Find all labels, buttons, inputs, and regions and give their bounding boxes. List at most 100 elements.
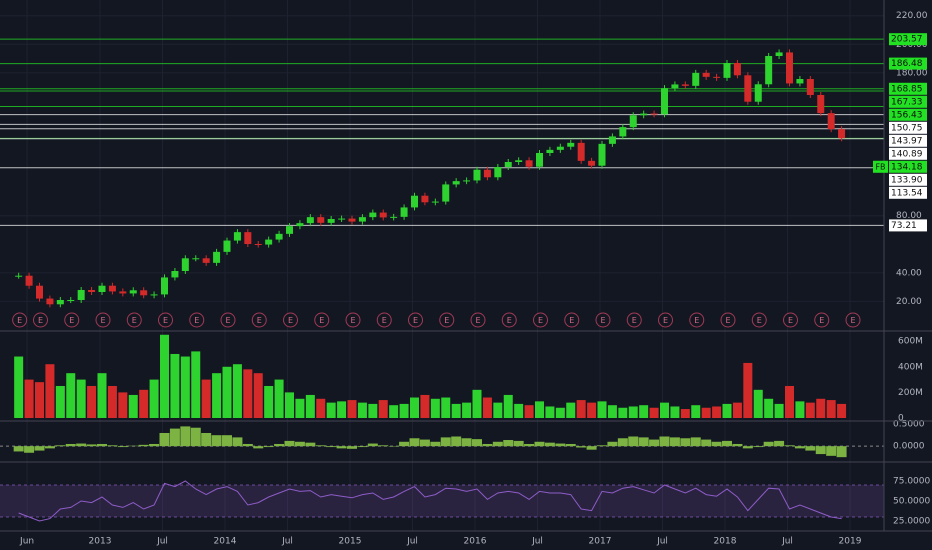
macd-bar (315, 445, 326, 447)
y-tick-label: 80.00 (896, 211, 922, 221)
macd-bar (690, 437, 701, 447)
level-label: 156.43 (891, 110, 923, 120)
macd-bar (357, 446, 368, 448)
level-label-bg (889, 108, 927, 121)
candle (286, 226, 293, 234)
macd-bar (534, 441, 545, 447)
macd-bar (451, 436, 462, 447)
candle (442, 184, 450, 202)
x-tick-label: Jul (531, 537, 543, 547)
candle (629, 115, 637, 128)
macd-bar (399, 441, 410, 447)
volume-bar (670, 406, 680, 418)
volume-bar (368, 403, 378, 418)
volume-bar (764, 398, 774, 418)
candle (608, 136, 616, 144)
macd-bar (294, 441, 305, 447)
candle (723, 63, 731, 78)
x-tick-label: Jul (281, 537, 293, 547)
macd-bar (201, 432, 212, 447)
macd-bar (419, 439, 430, 447)
earnings-label: E (17, 316, 22, 325)
earnings-marker (408, 312, 423, 328)
candle (98, 285, 106, 292)
earnings-marker (220, 312, 236, 328)
volume-bar (441, 397, 451, 418)
volume-bar (253, 373, 263, 418)
macd-bar (305, 442, 316, 447)
macd-bar (742, 446, 753, 449)
candle (161, 277, 168, 295)
candle (192, 258, 200, 260)
volume-bar (514, 403, 524, 418)
rsi-tick-label: 75.0000 (893, 477, 930, 487)
level-label-bg (889, 147, 927, 160)
candle (233, 232, 241, 241)
candle (88, 290, 96, 292)
macd-bar (34, 446, 45, 451)
candle (452, 181, 460, 185)
candle (671, 84, 679, 89)
volume-bar (743, 362, 753, 418)
x-tick-label: 2015 (339, 537, 362, 547)
volume-bar (316, 398, 326, 418)
candle (338, 218, 346, 220)
level-label: 73.21 (891, 221, 917, 231)
macd-bar (13, 446, 24, 452)
macd-tick-label: 0.5000 (893, 420, 925, 430)
x-tick-label: Jun (19, 537, 34, 547)
volume-bar (149, 379, 159, 418)
volume-bar (535, 401, 544, 418)
macd-bar (784, 445, 795, 447)
candle (546, 149, 554, 153)
earnings-marker (314, 312, 330, 328)
x-tick-label: 2018 (714, 537, 737, 547)
volume-bar (97, 373, 107, 418)
volume-bar (472, 389, 482, 418)
macd-bar (763, 441, 774, 447)
candle (733, 63, 741, 76)
macd-bar (576, 446, 587, 448)
level-label: 167.33 (891, 97, 923, 107)
candle (463, 180, 471, 182)
volume-bar (826, 400, 836, 418)
candle (202, 258, 210, 263)
rsi-band (0, 485, 884, 517)
macd-bar (732, 443, 743, 447)
candle (817, 95, 825, 114)
macd-bar (274, 443, 285, 447)
earnings-label: E (444, 316, 449, 325)
volume-bar (139, 389, 149, 418)
candle (744, 75, 752, 102)
earnings-label: E (600, 316, 605, 325)
candle (46, 298, 54, 305)
candle (379, 212, 387, 218)
macd-bar (326, 446, 337, 448)
macd-bar (565, 443, 576, 447)
earnings-marker (658, 312, 673, 328)
volume-bar (618, 407, 628, 418)
volume-bar (607, 405, 617, 418)
candle (327, 219, 335, 223)
candle (640, 113, 648, 116)
macd-bar (805, 446, 816, 451)
candle (421, 195, 429, 203)
earnings-marker (376, 312, 392, 328)
earnings-label: E (725, 316, 730, 325)
candle (754, 84, 762, 102)
macd-bar (815, 446, 826, 455)
macd-bar (97, 443, 107, 447)
earnings-label: E (413, 316, 418, 325)
candle (411, 195, 418, 208)
earnings-marker (345, 312, 361, 328)
volume-bar (285, 392, 294, 418)
candle (681, 84, 689, 86)
macd-bar (440, 437, 451, 447)
volume-bar (212, 373, 222, 418)
earnings-label: E (569, 316, 574, 325)
candle (796, 79, 804, 84)
volume-bar (45, 364, 55, 418)
earnings-marker (95, 312, 111, 328)
volume-bar (107, 385, 117, 418)
